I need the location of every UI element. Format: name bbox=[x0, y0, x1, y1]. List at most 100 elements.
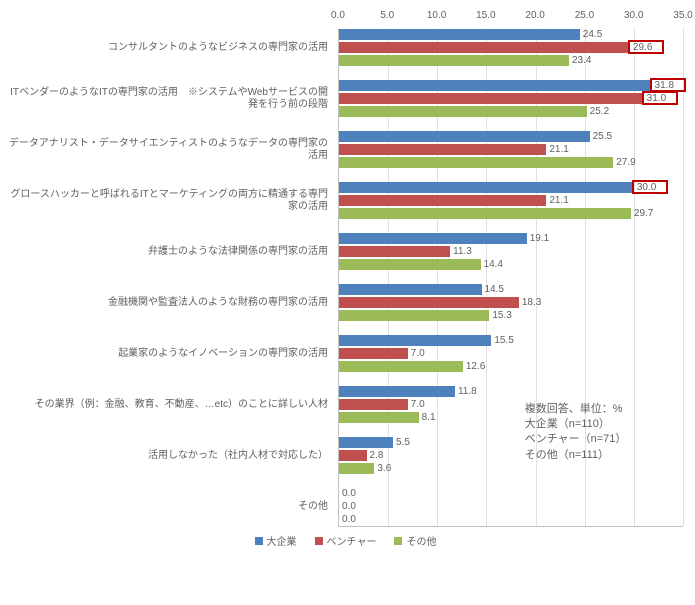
category-label: 弁護士のような法律関係の専門家の活用 bbox=[8, 232, 330, 271]
bar-row: 14.5 bbox=[339, 283, 683, 296]
plot-column: 0.05.010.015.020.025.030.035.0 24.529.62… bbox=[338, 8, 683, 527]
bar-row: 23.4 bbox=[339, 54, 683, 67]
bar-row: 14.4 bbox=[339, 258, 683, 271]
bar-value-label: 24.5 bbox=[583, 29, 602, 40]
category-label: 起業家のようなイノベーションの専門家の活用 bbox=[8, 334, 330, 373]
grouped-horizontal-bar-chart: コンサルタントのようなビジネスの専門家の活用 ITベンダーのようなITの専門家の活… bbox=[8, 8, 683, 527]
bar-daikigyo bbox=[339, 386, 455, 397]
bar-value-label: 8.1 bbox=[422, 412, 436, 423]
bar-venture bbox=[339, 42, 630, 53]
bar-venture bbox=[339, 450, 367, 461]
category-label: ITベンダーのようなITの専門家の活用 ※システムやWebサービスの開発を行う前… bbox=[8, 79, 330, 118]
bar-value-label: 0.0 bbox=[342, 514, 356, 525]
gridline bbox=[683, 28, 684, 526]
legend-swatch bbox=[394, 537, 402, 545]
bar-value-label: 0.0 bbox=[342, 488, 356, 499]
bar-row: 19.1 bbox=[339, 232, 683, 245]
bar-row: 15.3 bbox=[339, 309, 683, 322]
bar-venture bbox=[339, 297, 519, 308]
bar-value-label: 21.1 bbox=[549, 144, 568, 155]
x-tick-label: 15.0 bbox=[476, 10, 495, 21]
legend-label: その他 bbox=[406, 533, 436, 548]
bar-value-label: 31.8 bbox=[655, 80, 674, 91]
bar-value-label: 5.5 bbox=[396, 437, 410, 448]
category-label: 活用しなかった（社内人材で対応した） bbox=[8, 436, 330, 475]
annotation-line: 複数回答、単位：% bbox=[525, 402, 627, 417]
bar-value-label: 25.2 bbox=[590, 106, 609, 117]
bar-value-label: 29.7 bbox=[634, 208, 653, 219]
legend-swatch bbox=[255, 537, 263, 545]
bar-group: 0.0 0.0 0.0 bbox=[339, 487, 683, 526]
bar-value-label: 29.6 bbox=[633, 42, 652, 53]
legend-item: ベンチャー bbox=[315, 533, 377, 548]
bar-value-label: 7.0 bbox=[411, 348, 425, 359]
bar-group: 5.5 2.8 3.6 bbox=[339, 436, 683, 475]
bar-value-label: 30.0 bbox=[637, 182, 656, 193]
x-tick-label: 10.0 bbox=[427, 10, 446, 21]
bar-value-label: 31.0 bbox=[647, 93, 666, 104]
bar-venture bbox=[339, 144, 546, 155]
category-label: コンサルタントのようなビジネスの専門家の活用 bbox=[8, 28, 330, 67]
bar-group: 31.8 31.0 25.2 bbox=[339, 79, 683, 118]
bar-value-label: 11.8 bbox=[458, 386, 477, 397]
bar-value-label: 0.0 bbox=[342, 501, 356, 512]
bar-row: 5.5 bbox=[339, 436, 683, 449]
category-label: その他 bbox=[8, 487, 330, 526]
bar-row: 11.3 bbox=[339, 245, 683, 258]
bar-group: 15.5 7.012.6 bbox=[339, 334, 683, 373]
bar-value-label: 15.5 bbox=[494, 335, 513, 346]
bar-sonota bbox=[339, 259, 481, 270]
bar-row: 25.2 bbox=[339, 105, 683, 118]
category-label: その業界（例：金融、教育、不動産、…etc）のことに詳しい人材 bbox=[8, 385, 330, 424]
bar-value-label: 25.5 bbox=[593, 131, 612, 142]
bar-value-label: 19.1 bbox=[530, 233, 549, 244]
bar-value-label: 15.3 bbox=[492, 310, 511, 321]
bar-venture bbox=[339, 399, 408, 410]
bar-value-label: 23.4 bbox=[572, 55, 591, 66]
bar-row: 30.0 bbox=[339, 181, 683, 194]
bar-row: 0.0 bbox=[339, 487, 683, 500]
bar-venture bbox=[339, 93, 644, 104]
x-tick-label: 30.0 bbox=[624, 10, 643, 21]
legend-item: その他 bbox=[394, 533, 436, 548]
bar-sonota bbox=[339, 361, 463, 372]
bar-row: 29.7 bbox=[339, 207, 683, 220]
chart-annotation: 複数回答、単位：%大企業（n=110）ベンチャー（n=71）その他（n=111） bbox=[525, 402, 627, 464]
bar-row: 2.8 bbox=[339, 449, 683, 462]
bar-row: 27.9 bbox=[339, 156, 683, 169]
bar-row: 21.1 bbox=[339, 194, 683, 207]
bar-value-label: 11.3 bbox=[453, 246, 472, 257]
bar-value-label: 3.6 bbox=[377, 463, 391, 474]
bar-value-label: 2.8 bbox=[370, 450, 384, 461]
bar-daikigyo bbox=[339, 29, 580, 40]
category-labels-column: コンサルタントのようなビジネスの専門家の活用 ITベンダーのようなITの専門家の活… bbox=[8, 8, 338, 527]
bar-row: 31.8 bbox=[339, 79, 683, 92]
bar-row: 24.5 bbox=[339, 28, 683, 41]
bar-row: 15.5 bbox=[339, 334, 683, 347]
x-tick-label: 20.0 bbox=[525, 10, 544, 21]
category-label: 金融機関や監査法人のような財務の専門家の活用 bbox=[8, 283, 330, 322]
x-tick-label: 5.0 bbox=[380, 10, 394, 21]
legend: 大企業ベンチャーその他 bbox=[8, 533, 683, 548]
bar-daikigyo bbox=[339, 284, 482, 295]
bar-row: 7.0 bbox=[339, 398, 683, 411]
bar-row: 31.0 bbox=[339, 92, 683, 105]
x-tick-label: 0.0 bbox=[331, 10, 345, 21]
bar-group: 25.5 21.127.9 bbox=[339, 130, 683, 169]
x-axis-top: 0.05.010.015.020.025.030.035.0 bbox=[338, 8, 683, 28]
bar-daikigyo bbox=[339, 80, 652, 91]
bar-row: 12.6 bbox=[339, 360, 683, 373]
bar-row: 21.1 bbox=[339, 143, 683, 156]
bar-sonota bbox=[339, 208, 631, 219]
bar-sonota bbox=[339, 412, 419, 423]
bar-group: 11.87.08.1 bbox=[339, 385, 683, 424]
bar-row: 0.0 bbox=[339, 513, 683, 526]
bar-row: 8.1 bbox=[339, 411, 683, 424]
bar-daikigyo bbox=[339, 233, 527, 244]
bar-value-label: 14.4 bbox=[484, 259, 503, 270]
bar-row: 3.6 bbox=[339, 462, 683, 475]
bar-row: 7.0 bbox=[339, 347, 683, 360]
bar-sonota bbox=[339, 55, 569, 66]
plot-area: 24.529.623.431.831.025.225.521.127.930.0… bbox=[338, 28, 683, 527]
category-label: データアナリスト・データサイエンティストのようなデータの専門家の活用 bbox=[8, 130, 330, 169]
